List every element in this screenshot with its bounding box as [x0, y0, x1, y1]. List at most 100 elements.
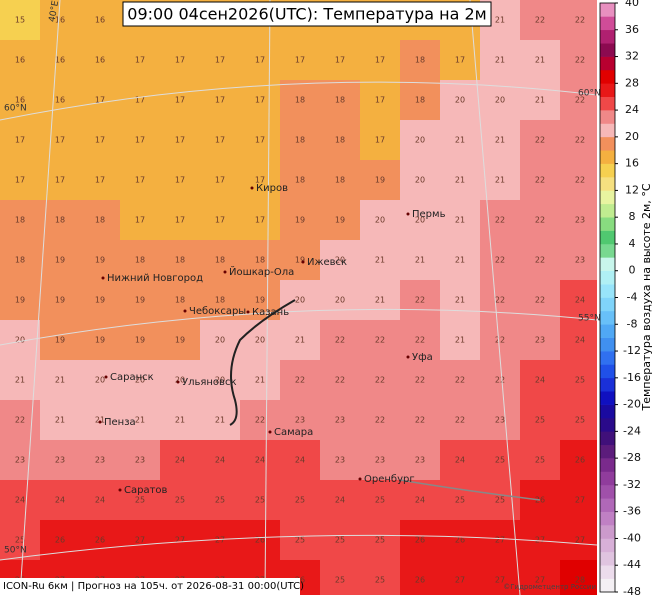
temperature-label: 23	[135, 456, 145, 465]
temperature-label: 24	[175, 456, 185, 465]
city-dot	[118, 488, 122, 492]
temperature-cell	[400, 200, 440, 240]
colorbar-swatch	[600, 96, 615, 111]
temperature-label: 24	[575, 336, 585, 345]
city-dot	[176, 380, 180, 384]
temperature-label: 24	[575, 296, 585, 305]
colorbar-swatch	[600, 444, 615, 459]
temperature-cell	[520, 0, 560, 40]
temperature-cell	[520, 160, 560, 200]
temperature-cell	[120, 40, 160, 80]
temperature-label: 17	[215, 176, 225, 185]
temperature-label: 22	[415, 336, 425, 345]
temperature-cell	[480, 360, 520, 400]
temperature-cell	[120, 240, 160, 280]
city-label: Нижний Новгород	[107, 273, 203, 284]
temperature-label: 17	[215, 136, 225, 145]
temperature-label: 18	[55, 216, 65, 225]
temperature-cell	[40, 200, 80, 240]
city-label: Саранск	[110, 372, 154, 383]
temperature-cell	[240, 40, 280, 80]
temperature-cell	[80, 80, 120, 120]
temperature-label: 28	[575, 576, 585, 585]
city-dot	[406, 212, 410, 216]
temperature-label: 22	[535, 256, 545, 265]
temperature-cell	[320, 160, 360, 200]
temperature-cell	[80, 120, 120, 160]
temperature-label: 17	[135, 56, 145, 65]
temperature-label: 22	[575, 136, 585, 145]
temperature-label: 19	[295, 216, 305, 225]
temperature-cell	[160, 520, 200, 560]
temperature-cell	[0, 200, 40, 240]
temperature-label: 23	[575, 256, 585, 265]
temperature-label: 18	[215, 256, 225, 265]
temperature-label: 25	[295, 536, 305, 545]
temperature-cell	[200, 120, 240, 160]
temperature-cell	[360, 320, 400, 360]
temperature-label: 21	[455, 176, 465, 185]
temperature-label: 21	[55, 416, 65, 425]
temperature-cell	[520, 560, 560, 595]
temperature-cell	[520, 200, 560, 240]
temperature-label: 20	[335, 256, 345, 265]
temperature-cell	[400, 280, 440, 320]
temperature-label: 21	[455, 296, 465, 305]
temperature-label: 18	[95, 216, 105, 225]
temperature-cell	[520, 440, 560, 480]
temperature-cell	[120, 480, 160, 520]
temperature-label: 22	[495, 216, 505, 225]
temperature-cell	[0, 160, 40, 200]
temperature-label: 17	[375, 136, 385, 145]
temperature-cell	[240, 400, 280, 440]
temperature-cell	[520, 360, 560, 400]
temperature-cell	[80, 0, 120, 40]
colorbar-swatch	[600, 565, 615, 579]
temperature-label: 18	[175, 256, 185, 265]
temperature-label: 19	[95, 296, 105, 305]
colorbar-swatch	[600, 404, 615, 419]
temperature-label: 22	[375, 416, 385, 425]
temperature-label: 22	[415, 296, 425, 305]
colorbar-swatch	[600, 324, 615, 338]
temperature-label: 22	[535, 216, 545, 225]
temperature-cell	[560, 560, 597, 595]
temperature-label: 22	[255, 416, 265, 425]
temperature-label: 17	[15, 176, 25, 185]
temperature-cell	[80, 400, 120, 440]
temperature-cell	[440, 520, 480, 560]
footer-box	[0, 578, 300, 595]
temperature-label: 20	[415, 176, 425, 185]
temperature-cell	[80, 360, 120, 400]
temperature-cell	[320, 320, 360, 360]
temperature-label: 17	[255, 136, 265, 145]
temperature-label: 21	[15, 376, 25, 385]
temperature-label: 22	[295, 376, 305, 385]
temperature-label: 25	[335, 576, 345, 585]
temperature-label: 21	[495, 56, 505, 65]
temperature-cell	[520, 400, 560, 440]
temperature-label: 22	[495, 296, 505, 305]
colorbar-swatch	[600, 297, 615, 312]
temperature-cell	[320, 480, 360, 520]
temperature-label: 26	[575, 456, 585, 465]
credit: ©Гидрометцентр России	[503, 583, 596, 591]
temperature-label: 17	[15, 136, 25, 145]
temperature-label: 22	[575, 96, 585, 105]
temperature-label: 25	[535, 456, 545, 465]
temperature-cell	[320, 280, 360, 320]
temperature-cell	[0, 440, 40, 480]
temperature-label: 22	[495, 256, 505, 265]
city-dot	[101, 276, 105, 280]
city-dot	[406, 355, 410, 359]
temperature-cell	[360, 520, 400, 560]
colorbar-swatch	[600, 3, 615, 17]
temperature-label: 20	[415, 136, 425, 145]
temperature-cell	[0, 480, 40, 520]
temperature-cell	[560, 240, 597, 280]
temperature-cell	[200, 400, 240, 440]
temperature-cell	[480, 240, 520, 280]
temperature-label: 22	[415, 416, 425, 425]
temperature-cell	[400, 320, 440, 360]
temperature-cell	[360, 280, 400, 320]
